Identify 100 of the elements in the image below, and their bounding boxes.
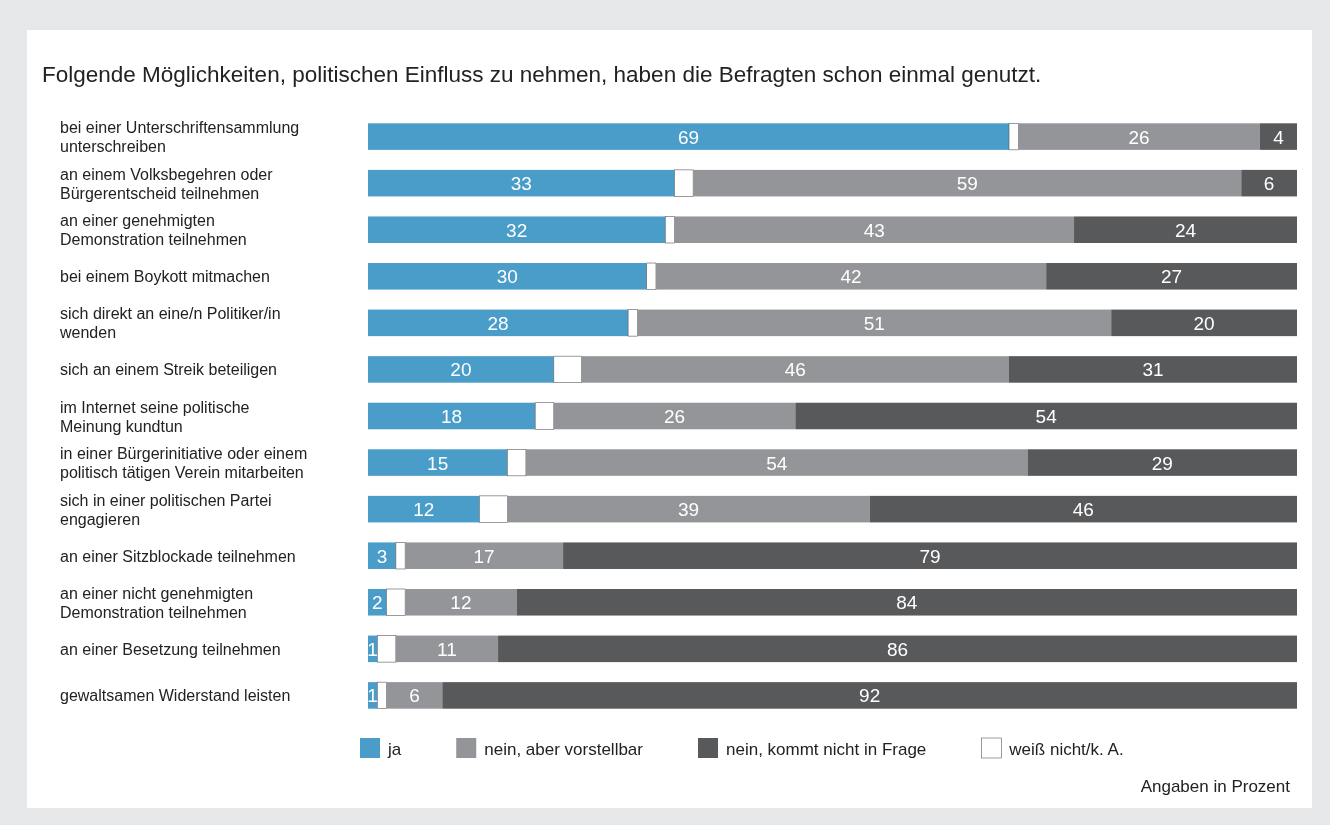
data-label: 3 (376, 545, 388, 567)
data-label: 1 (367, 685, 378, 707)
data-label: 54 (766, 452, 788, 474)
data-label: 6 (1263, 173, 1275, 195)
bar (627, 309, 638, 337)
bar (563, 542, 1297, 569)
data-label: 24 (1174, 219, 1197, 241)
y-tick-label: an einer nicht genehmigten Demonstration teilnehmen (60, 584, 254, 621)
bar (507, 495, 870, 523)
data-label: 69 (677, 126, 700, 148)
bar (395, 542, 406, 570)
data-label: 12 (413, 499, 435, 521)
bar (637, 309, 1112, 337)
bar (869, 495, 1297, 523)
chart-title: Folgende Möglichkeiten, politischen Einfluss zu nehmen, haben die Befragten schon einmal genutzt. (42, 62, 1042, 87)
bar (368, 356, 554, 383)
bar (1111, 309, 1297, 337)
bar (674, 216, 1075, 243)
bar (405, 589, 517, 616)
y-tick-label: im Internet seine politische Meinung kundtun (60, 398, 250, 435)
y-tick-label: gewaltsamen Widerstand leisten (60, 687, 291, 705)
data-label: 12 (450, 592, 472, 614)
bar (368, 309, 629, 337)
bar (581, 356, 1010, 383)
y-tick-label: sich an einem Streik beteiligen (60, 361, 278, 379)
bar (1008, 123, 1019, 151)
bar (655, 263, 1047, 290)
legend-label: weiß nicht/k. A. (1008, 740, 1124, 759)
data-label: 59 (956, 173, 978, 195)
data-label: 32 (506, 219, 528, 241)
bar (376, 681, 387, 709)
data-label: 92 (859, 685, 881, 707)
data-label: 46 (784, 359, 806, 381)
bar (1074, 216, 1297, 243)
data-label: 27 (1161, 266, 1183, 288)
data-label: 79 (919, 545, 941, 567)
bar (674, 169, 694, 197)
y-tick-label: bei einer Unterschriftensammlung unterschreiben (60, 119, 300, 156)
bar (386, 682, 443, 709)
bar (368, 402, 536, 430)
bar (479, 495, 508, 523)
data-label: 26 (1128, 126, 1150, 148)
y-tick-label: an einer genehmigten Demonstration teilnehmen (60, 212, 247, 249)
data-label: 17 (473, 545, 495, 567)
data-label: 18 (441, 406, 463, 427)
bar (395, 635, 499, 663)
data-label: 54 (1035, 406, 1058, 427)
bar (368, 169, 675, 197)
data-label: 6 (409, 685, 420, 707)
bar (1259, 123, 1297, 150)
bar (553, 402, 796, 430)
data-label: 11 (437, 638, 457, 660)
bar (376, 635, 397, 663)
data-label: 2 (372, 592, 383, 614)
data-label: 20 (450, 359, 472, 381)
y-tick-label: an einer Sitzblockade teilnehmen (60, 547, 296, 565)
bar (368, 449, 508, 476)
bar (368, 216, 666, 243)
bar (368, 263, 647, 290)
bar (534, 402, 555, 430)
bar (405, 542, 564, 569)
bar (795, 402, 1297, 430)
bar (498, 635, 1297, 663)
data-label: 30 (496, 266, 518, 288)
bar (386, 588, 406, 616)
data-label: 33 (510, 173, 532, 195)
data-label: 15 (427, 452, 449, 474)
y-tick-label: bei einem Boykott mitmachen (60, 268, 270, 286)
data-label: 46 (1072, 499, 1094, 521)
bar (525, 449, 1028, 476)
data-label: 29 (1151, 452, 1173, 474)
y-tick-label: an einem Volksbegehren oder Bürgerentscheid teilnehmen (60, 165, 274, 202)
y-tick-label: in einer Bürgerinitiative oder einem politisch tätigen Verein mitarbeiten (60, 445, 308, 482)
bar (693, 169, 1242, 197)
y-tick-label: sich in einer politischen Partei engagieren (60, 491, 272, 528)
data-label: 51 (863, 312, 885, 334)
bar (507, 449, 527, 477)
data-label: 20 (1193, 312, 1215, 334)
data-label: 86 (886, 638, 909, 660)
data-label: 1 (367, 638, 378, 660)
bar (442, 682, 1297, 709)
data-label: 4 (1273, 126, 1285, 148)
bar (516, 589, 1297, 616)
legend-label: nein, kommt nicht in Frage (726, 740, 927, 759)
y-tick-label: sich direkt an eine/n Politiker/in wenden (59, 305, 281, 342)
data-label: 39 (677, 499, 700, 521)
bar (368, 123, 1010, 150)
data-label: 28 (487, 312, 509, 334)
bar (1241, 169, 1297, 197)
legend-label: nein, aber vorstellbar (484, 740, 644, 759)
data-label: 31 (1142, 359, 1164, 381)
bar (1046, 263, 1297, 290)
y-tick-label: an einer Besetzung teilnehmen (60, 640, 281, 658)
data-label: 42 (840, 266, 862, 288)
data-label: 26 (664, 406, 686, 427)
bar (1009, 356, 1297, 383)
bar (646, 262, 657, 290)
bar (1018, 123, 1260, 150)
bar (553, 355, 582, 383)
bar (664, 216, 675, 244)
